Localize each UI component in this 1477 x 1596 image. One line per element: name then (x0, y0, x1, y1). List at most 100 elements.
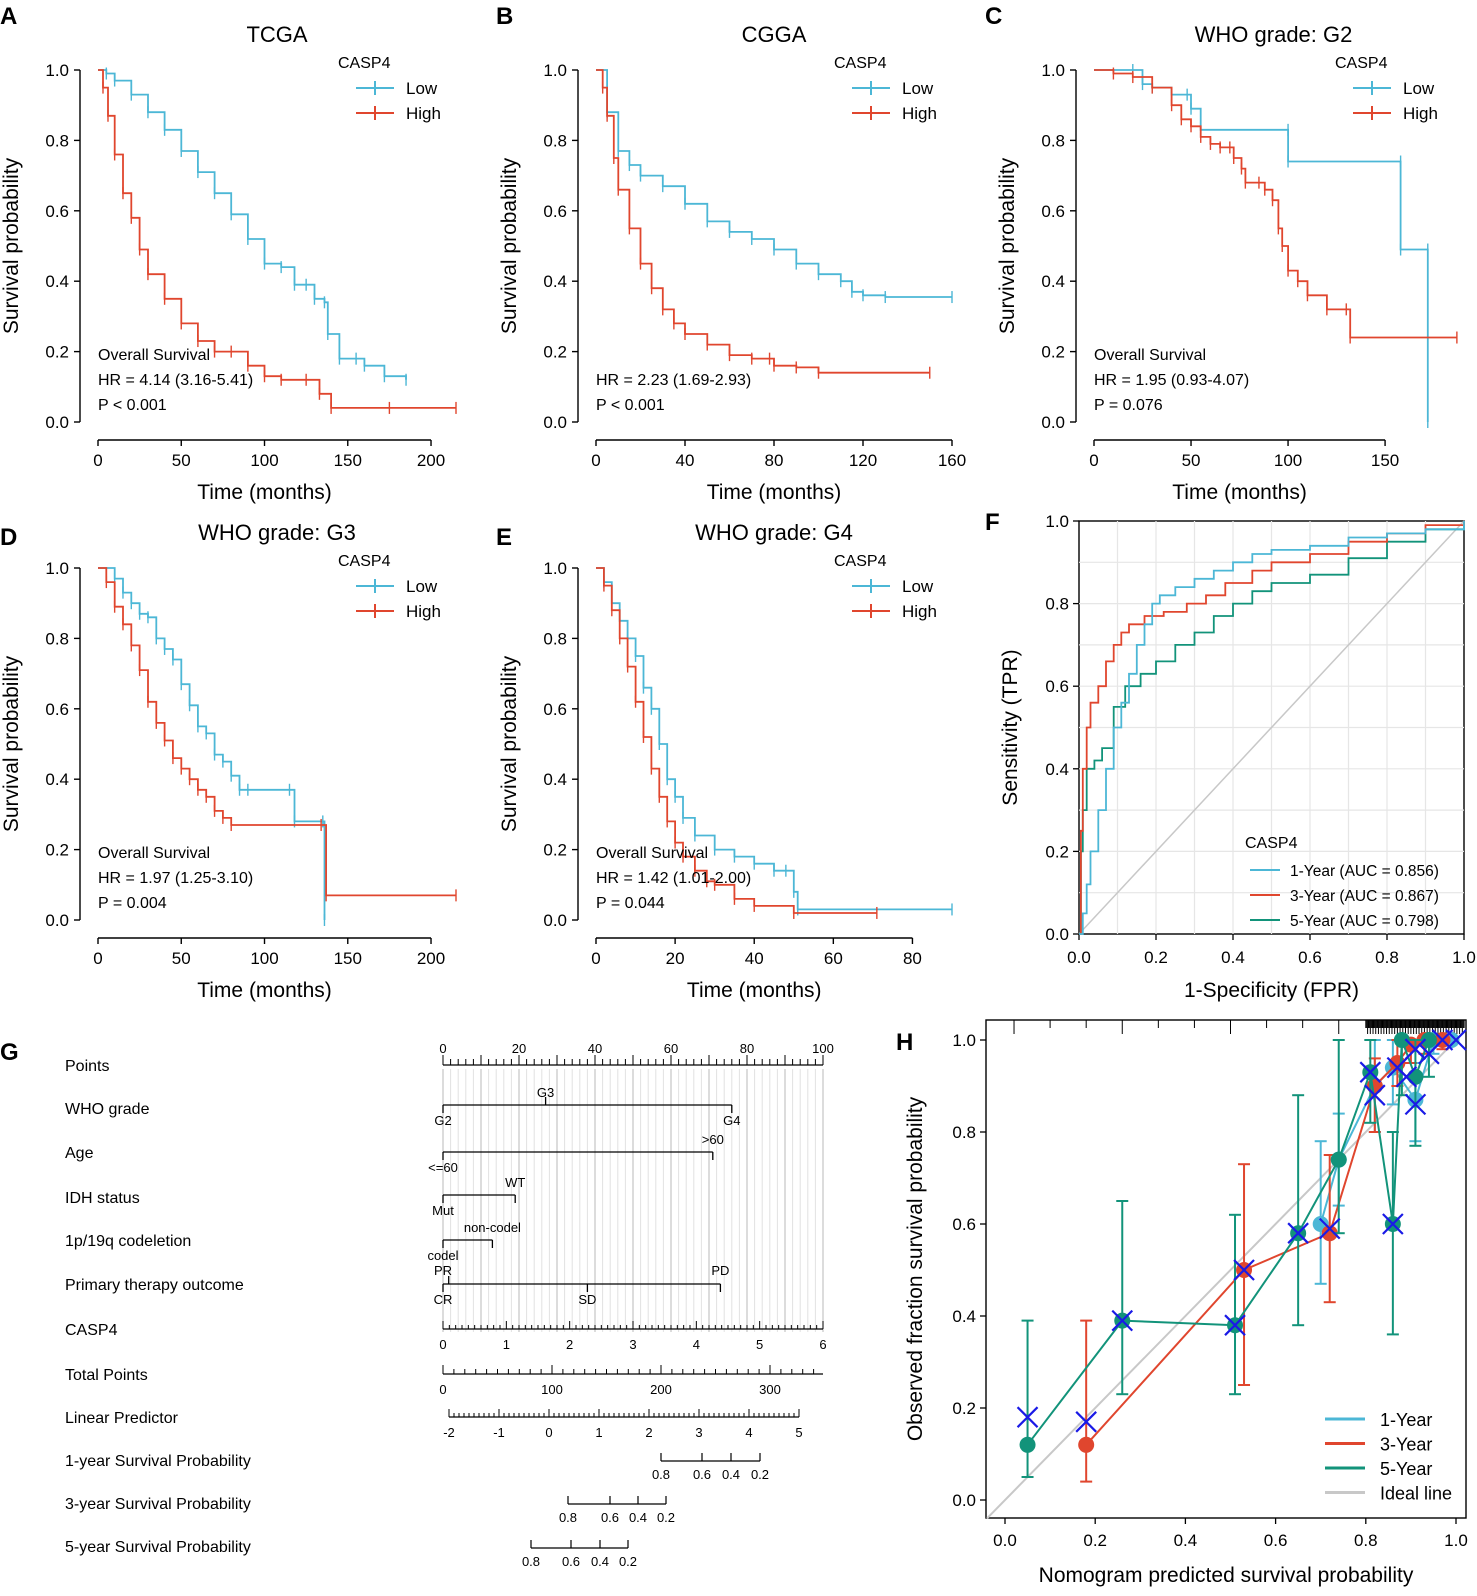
data-point (1330, 1151, 1347, 1168)
legend-label: High (902, 104, 937, 123)
tick-label: 20 (512, 1041, 526, 1056)
km-panel-E: 0.0 0.2 0.4 0.6 0.8 1.0 0 20 40 60 80 Time (months)… (498, 520, 953, 1002)
panel-letter-C: C (985, 3, 1002, 30)
y-axis-label: Sensitivity (TPR) (999, 649, 1022, 805)
legend-label: Low (1403, 79, 1435, 98)
legend-label: 1-Year (AUC = 0.856) (1290, 863, 1439, 880)
x-tick-label: 50 (172, 949, 191, 968)
tick-label: 300 (759, 1382, 781, 1397)
y-tick-label: 1.0 (543, 61, 567, 80)
x-tick-label: 50 (1182, 451, 1201, 470)
cross-marker (1224, 1314, 1246, 1336)
idh-level: Mut (432, 1203, 454, 1218)
y-axis-label: Survival probability (0, 655, 23, 832)
annotation-text: P = 0.004 (98, 895, 167, 912)
legend-title: CASP4 (834, 553, 887, 570)
nomogram-row-label: 3-year Survival Probability (65, 1496, 251, 1513)
x-tick-label: 80 (903, 949, 922, 968)
therapy-level: SD (578, 1292, 596, 1307)
y-tick-label: 0.0 (1045, 925, 1069, 944)
x-axis-label: 1-Specificity (FPR) (1184, 979, 1359, 1002)
annotation-text: P < 0.001 (596, 397, 665, 414)
chart-title: CGGA (742, 22, 807, 47)
nomogram-row-label: IDH status (65, 1190, 140, 1207)
cross-marker (1287, 1222, 1309, 1244)
x-tick-label: 0.0 (1067, 948, 1091, 967)
y-tick-label: 0.2 (543, 841, 567, 860)
tick-label: 0.8 (522, 1554, 540, 1569)
cross-marker (1318, 1217, 1341, 1240)
panel-letter-H: H (896, 1029, 913, 1056)
x-tick-label: 150 (1371, 451, 1399, 470)
x-tick-label: 40 (745, 949, 764, 968)
y-tick-label: 0.0 (45, 413, 69, 432)
therapy-level: CR (434, 1292, 453, 1307)
x-tick-label: 0 (1089, 451, 1098, 470)
tick-label: -1 (493, 1425, 505, 1440)
legend-label: Low (406, 577, 438, 596)
annotation-text: Overall Survival (596, 845, 708, 862)
nomogram-row-label: Primary therapy outcome (65, 1277, 244, 1294)
y-tick-label: 0.6 (1041, 202, 1065, 221)
x-tick-label: 150 (334, 949, 362, 968)
legend-label: 3-Year (1380, 1435, 1432, 1455)
legend-label: Low (902, 577, 934, 596)
y-tick-label: 0.0 (543, 413, 567, 432)
x-tick-label: 0 (93, 451, 102, 470)
chart-title: WHO grade: G2 (1195, 22, 1353, 47)
therapy-level: PR (434, 1263, 452, 1278)
x-tick-label: 0.2 (1083, 1531, 1107, 1550)
y-tick-label: 0.4 (543, 770, 567, 789)
legend-title: CASP4 (834, 55, 887, 72)
x-tick-label: 120 (849, 451, 877, 470)
roc-curve (1079, 521, 1465, 935)
nomogram-row-label: Age (65, 1145, 94, 1162)
who-grade-level: G2 (434, 1113, 451, 1128)
cross-marker (1364, 1084, 1386, 1106)
legend-label: 3-Year (AUC = 0.867) (1290, 888, 1439, 905)
tick-label: 0.6 (562, 1554, 580, 1569)
y-tick-label: 0.0 (45, 911, 69, 930)
y-tick-label: 1.0 (952, 1031, 976, 1050)
x-tick-label: 0.6 (1298, 948, 1322, 967)
cross-marker (1382, 1213, 1404, 1235)
km-curve-high (596, 69, 930, 374)
x-tick-label: 200 (417, 451, 445, 470)
idh-level: WT (505, 1175, 525, 1190)
tick-label: 0.2 (657, 1510, 675, 1525)
annotation-text: P = 0.076 (1094, 397, 1163, 414)
annotation-text: HR = 1.97 (1.25-3.10) (98, 870, 253, 887)
tick-label: 80 (740, 1041, 754, 1056)
y-tick-label: 0.8 (543, 629, 567, 648)
chart-title: WHO grade: G3 (198, 520, 356, 545)
cross-marker (1445, 1029, 1467, 1051)
ideal-line (986, 1030, 1466, 1520)
y-tick-label: 0.2 (45, 841, 69, 860)
x-tick-label: 0.8 (1375, 948, 1399, 967)
y-tick-label: 0.0 (543, 911, 567, 930)
x-tick-label: 100 (1274, 451, 1302, 470)
legend-label: High (1403, 104, 1438, 123)
y-tick-label: 0.8 (45, 131, 69, 150)
roc-curve (1078, 520, 1465, 935)
x-axis-label: Nomogram predicted survival probability (1039, 1564, 1414, 1587)
legend-label: Low (406, 79, 438, 98)
cross-marker (1111, 1309, 1134, 1332)
x-tick-label: 0.0 (993, 1531, 1017, 1550)
tick-label: 0.8 (652, 1467, 670, 1482)
1p19q-level: codel (427, 1248, 458, 1263)
y-tick-label: 0.2 (1041, 343, 1065, 362)
roc-curve (1079, 521, 1465, 935)
x-tick-label: 160 (938, 451, 966, 470)
tick-label: 1 (503, 1337, 510, 1352)
y-tick-label: 0.4 (952, 1307, 976, 1326)
who-grade-level: G4 (723, 1113, 740, 1128)
cross-marker (1016, 1406, 1039, 1428)
tick-label: 100 (812, 1041, 834, 1056)
tick-label: 5 (756, 1337, 763, 1352)
nomogram-row-label: WHO grade (65, 1101, 150, 1118)
tick-label: 0.2 (619, 1554, 637, 1569)
tick-label: 0.4 (629, 1510, 647, 1525)
y-tick-label: 0.2 (543, 343, 567, 362)
